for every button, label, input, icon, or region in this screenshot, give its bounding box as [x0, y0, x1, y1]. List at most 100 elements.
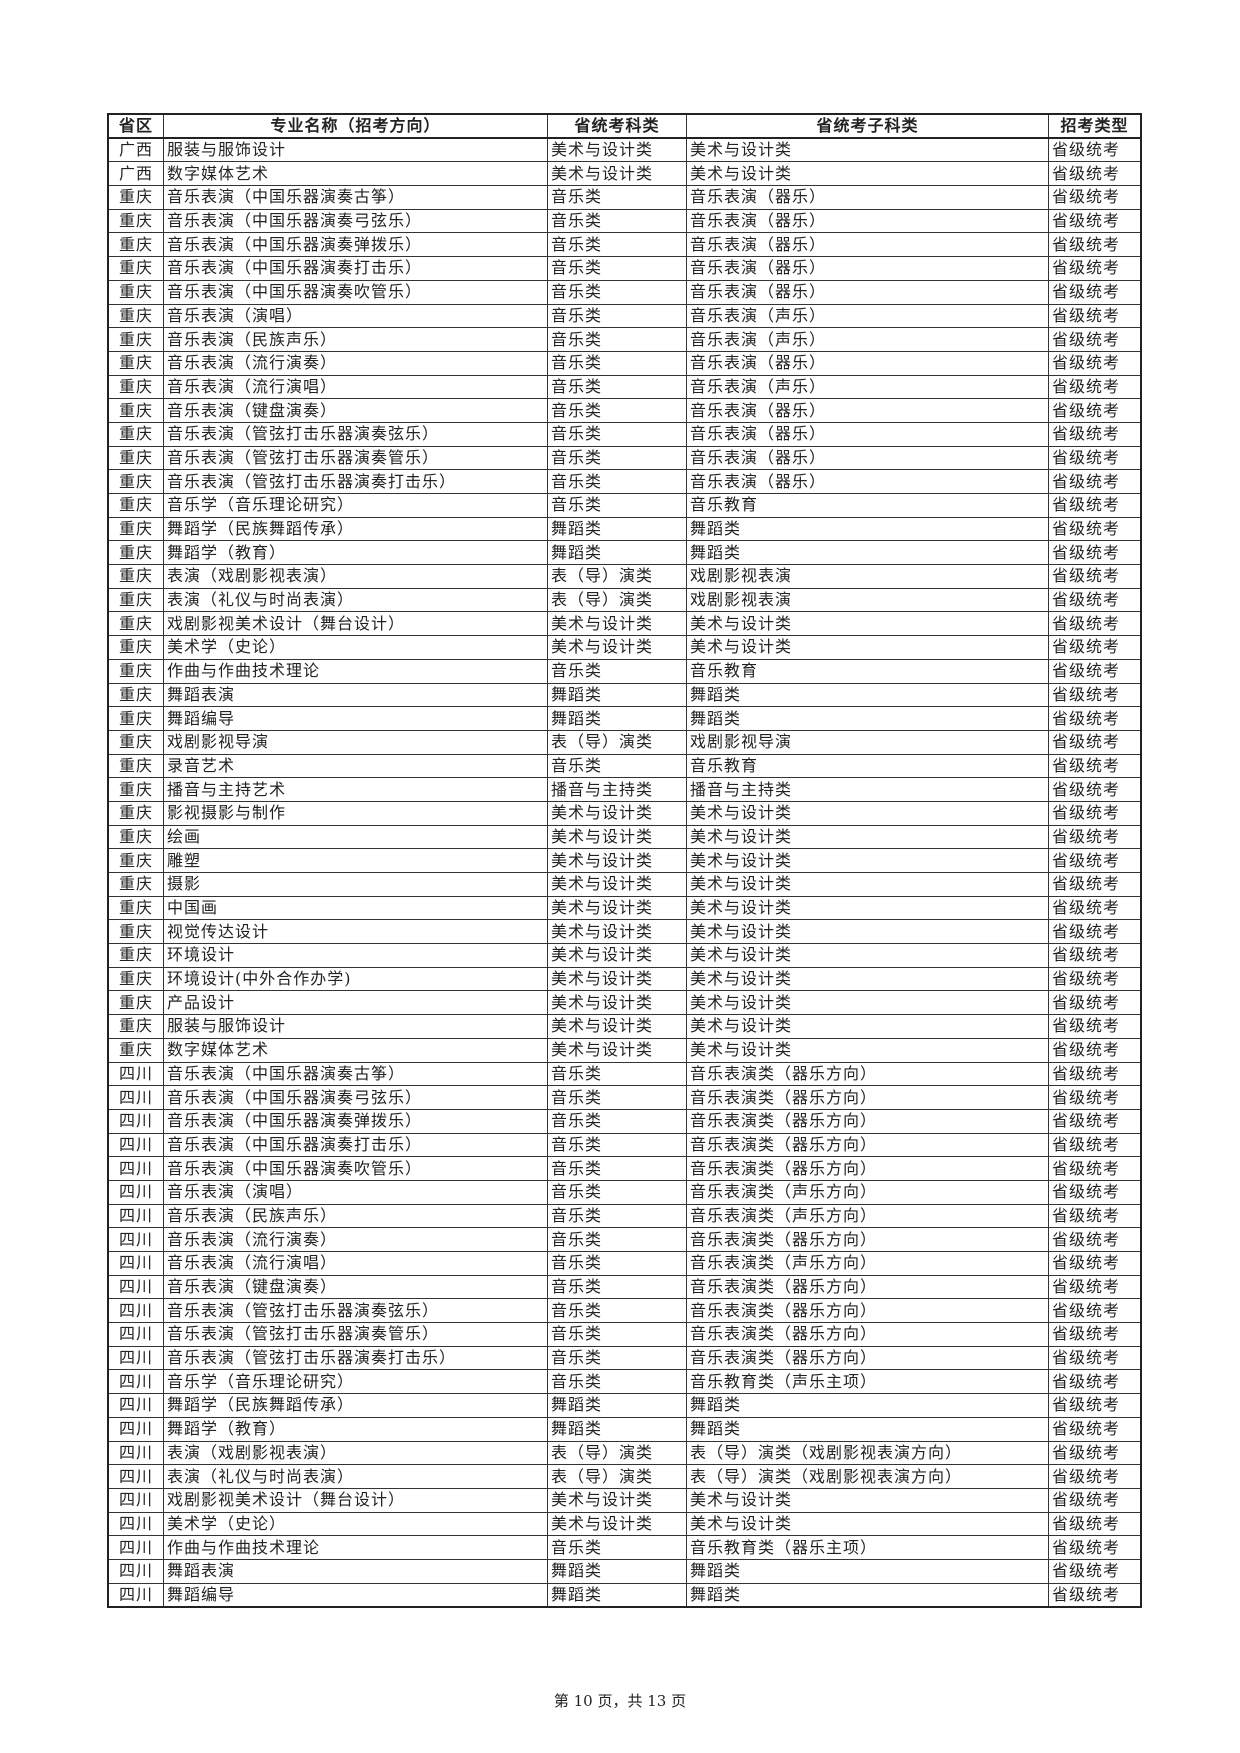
cell-admission-type: 省级统考	[1048, 1487, 1142, 1513]
table-row: 重庆 播音与主持艺术 播音与主持类 播音与主持类 省级统考	[107, 777, 1142, 802]
cell-exam-category: 音乐类	[547, 421, 687, 447]
table-row: 四川 表演（戏剧影视表演） 表（导）演类 表（导）演类（戏剧影视表演方向） 省级统考	[107, 1440, 1142, 1466]
header-major: 专业名称（招考方向）	[163, 113, 548, 140]
cell-exam-category: 音乐类	[547, 1085, 687, 1110]
cell-admission-type: 省级统考	[1048, 1535, 1142, 1560]
cell-exam-category: 美术与设计类	[547, 824, 687, 850]
cell-major: 音乐表演（管弦打击乐器演奏打击乐）	[163, 1345, 548, 1371]
cell-exam-category: 舞蹈类	[547, 706, 687, 731]
cell-major: 舞蹈表演	[163, 682, 548, 708]
cell-exam-category: 音乐类	[547, 493, 687, 518]
cell-exam-category: 美术与设计类	[547, 919, 687, 945]
cell-exam-subcategory: 音乐表演类（器乐方向）	[686, 1345, 1049, 1371]
cell-exam-subcategory: 音乐表演类（器乐方向）	[686, 1108, 1049, 1134]
cell-province: 重庆	[107, 303, 164, 329]
cell-admission-type: 省级统考	[1048, 587, 1142, 613]
cell-exam-category: 音乐类	[547, 1156, 687, 1181]
cell-province: 四川	[107, 1535, 164, 1560]
cell-admission-type: 省级统考	[1048, 1511, 1142, 1537]
cell-admission-type: 省级统考	[1048, 1085, 1142, 1110]
cell-exam-subcategory: 音乐表演（器乐）	[686, 279, 1049, 305]
cell-exam-category: 美术与设计类	[547, 990, 687, 1016]
table-row: 重庆 数字媒体艺术 美术与设计类 美术与设计类 省级统考	[107, 1037, 1142, 1063]
cell-major: 音乐表演（演唱）	[163, 303, 548, 329]
table-row: 重庆 舞蹈学（教育） 舞蹈类 舞蹈类 省级统考	[107, 540, 1142, 566]
cell-exam-subcategory: 音乐表演类（声乐方向）	[686, 1251, 1049, 1276]
table-row: 四川 音乐表演（中国乐器演奏弹拨乐） 音乐类 音乐表演类（器乐方向） 省级统考	[107, 1108, 1142, 1134]
table-row: 重庆 环境设计(中外合作办学) 美术与设计类 美术与设计类 省级统考	[107, 966, 1142, 992]
cell-exam-subcategory: 戏剧影视表演	[686, 587, 1049, 613]
cell-exam-category: 舞蹈类	[547, 516, 687, 542]
cell-admission-type: 省级统考	[1048, 848, 1142, 873]
table-row: 重庆 录音艺术 音乐类 音乐教育 省级统考	[107, 753, 1142, 779]
cell-admission-type: 省级统考	[1048, 1558, 1142, 1584]
cell-admission-type: 省级统考	[1048, 1251, 1142, 1276]
table-row: 四川 美术学（史论） 美术与设计类 美术与设计类 省级统考	[107, 1511, 1142, 1537]
cell-admission-type: 省级统考	[1048, 1298, 1142, 1324]
cell-exam-category: 音乐类	[547, 1322, 687, 1347]
cell-major: 作曲与作曲技术理论	[163, 1535, 548, 1560]
table-row: 重庆 服装与服饰设计 美术与设计类 美术与设计类 省级统考	[107, 1014, 1142, 1039]
cell-admission-type: 省级统考	[1048, 895, 1142, 921]
table-row: 四川 音乐表演（中国乐器演奏弓弦乐） 音乐类 音乐表演类（器乐方向） 省级统考	[107, 1085, 1142, 1110]
cell-province: 重庆	[107, 232, 164, 258]
cell-exam-category: 表（导）演类	[547, 1464, 687, 1489]
cell-exam-subcategory: 音乐表演类（器乐方向）	[686, 1322, 1049, 1347]
cell-exam-category: 表（导）演类	[547, 729, 687, 755]
cell-major: 视觉传达设计	[163, 919, 548, 945]
cell-exam-subcategory: 舞蹈类	[686, 1582, 1049, 1608]
table-row: 重庆 舞蹈表演 舞蹈类 舞蹈类 省级统考	[107, 682, 1142, 708]
cell-exam-category: 播音与主持类	[547, 777, 687, 802]
cell-province: 四川	[107, 1464, 164, 1489]
cell-major: 音乐表演（管弦打击乐器演奏管乐）	[163, 445, 548, 471]
cell-province: 四川	[107, 1393, 164, 1418]
cell-major: 影视摄影与制作	[163, 800, 548, 826]
cell-admission-type: 省级统考	[1048, 943, 1142, 968]
cell-exam-category: 表（导）演类	[547, 1440, 687, 1466]
cell-exam-subcategory: 舞蹈类	[686, 540, 1049, 566]
cell-province: 重庆	[107, 350, 164, 376]
table-row: 四川 音乐表演（管弦打击乐器演奏打击乐） 音乐类 音乐表演类（器乐方向） 省级统考	[107, 1345, 1142, 1371]
cell-major: 戏剧影视导演	[163, 729, 548, 755]
cell-exam-subcategory: 美术与设计类	[686, 919, 1049, 945]
cell-province: 重庆	[107, 398, 164, 423]
header-exam-category: 省统考科类	[547, 113, 687, 140]
cell-province: 重庆	[107, 729, 164, 755]
cell-exam-category: 美术与设计类	[547, 1037, 687, 1063]
cell-major: 音乐表演（中国乐器演奏弓弦乐）	[163, 1085, 548, 1110]
cell-exam-category: 音乐类	[547, 469, 687, 494]
cell-major: 音乐表演（流行演奏）	[163, 1227, 548, 1252]
cell-exam-subcategory: 音乐表演（器乐）	[686, 256, 1049, 281]
cell-major: 舞蹈编导	[163, 1582, 548, 1608]
cell-exam-category: 音乐类	[547, 398, 687, 423]
table-row: 四川 作曲与作曲技术理论 音乐类 音乐教育类（器乐主项） 省级统考	[107, 1535, 1142, 1560]
cell-province: 重庆	[107, 374, 164, 400]
cell-exam-subcategory: 戏剧影视表演	[686, 564, 1049, 589]
cell-exam-category: 表（导）演类	[547, 564, 687, 589]
cell-province: 重庆	[107, 966, 164, 992]
table-row: 四川 音乐表演（演唱） 音乐类 音乐表演类（声乐方向） 省级统考	[107, 1179, 1142, 1205]
cell-major: 产品设计	[163, 990, 548, 1016]
cell-province: 四川	[107, 1558, 164, 1584]
table-row: 四川 音乐表演（中国乐器演奏打击乐） 音乐类 音乐表演类（器乐方向） 省级统考	[107, 1132, 1142, 1158]
cell-major: 音乐表演（管弦打击乐器演奏打击乐）	[163, 469, 548, 494]
cell-admission-type: 省级统考	[1048, 800, 1142, 826]
table-row: 重庆 音乐表演（管弦打击乐器演奏管乐） 音乐类 音乐表演（器乐） 省级统考	[107, 445, 1142, 471]
cell-major: 音乐表演（中国乐器演奏古筝）	[163, 185, 548, 210]
cell-province: 重庆	[107, 327, 164, 352]
cell-exam-category: 音乐类	[547, 1179, 687, 1205]
cell-exam-subcategory: 美术与设计类	[686, 635, 1049, 660]
cell-major: 音乐表演（管弦打击乐器演奏弦乐）	[163, 1298, 548, 1324]
cell-exam-category: 美术与设计类	[547, 1511, 687, 1537]
cell-major: 数字媒体艺术	[163, 161, 548, 187]
cell-exam-subcategory: 音乐表演类（器乐方向）	[686, 1298, 1049, 1324]
cell-exam-subcategory: 美术与设计类	[686, 800, 1049, 826]
cell-exam-subcategory: 美术与设计类	[686, 611, 1049, 637]
cell-exam-subcategory: 音乐表演（器乐）	[686, 421, 1049, 447]
cell-admission-type: 省级统考	[1048, 1416, 1142, 1442]
cell-exam-subcategory: 美术与设计类	[686, 990, 1049, 1016]
table-row: 四川 音乐表演（管弦打击乐器演奏管乐） 音乐类 音乐表演类（器乐方向） 省级统考	[107, 1322, 1142, 1347]
cell-major: 舞蹈学（民族舞蹈传承）	[163, 516, 548, 542]
cell-admission-type: 省级统考	[1048, 185, 1142, 210]
cell-province: 四川	[107, 1156, 164, 1181]
